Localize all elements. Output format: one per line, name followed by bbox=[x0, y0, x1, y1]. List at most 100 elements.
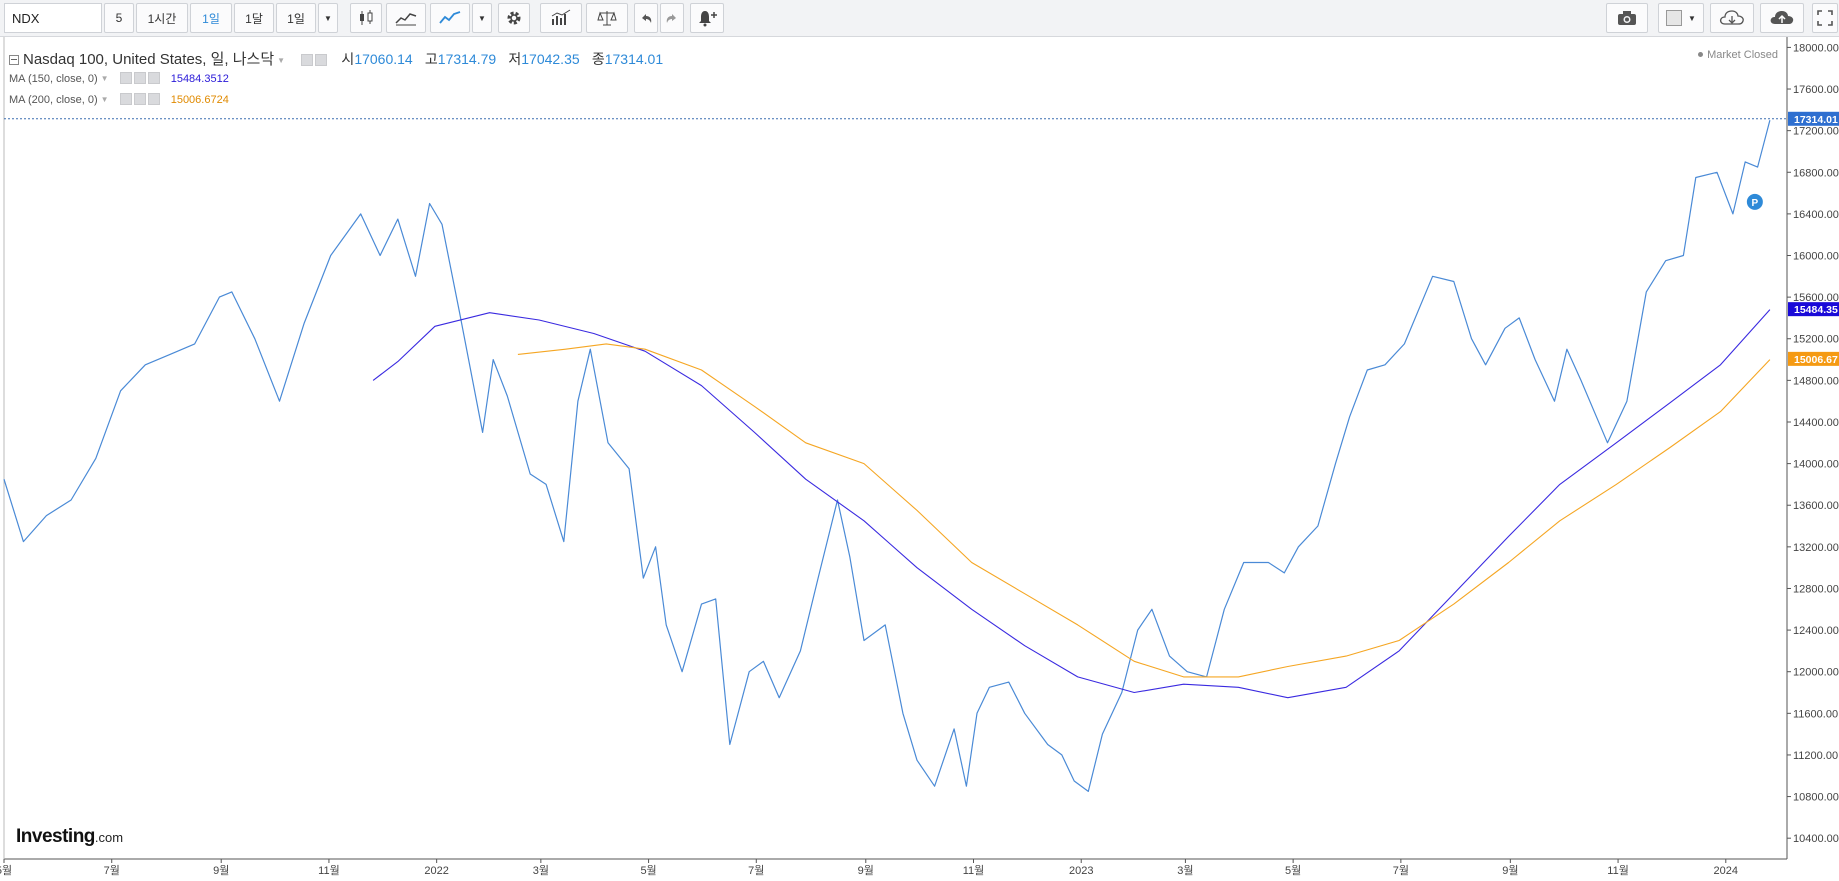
color-picker-button[interactable]: ▼ bbox=[1658, 3, 1704, 33]
candlestick-icon bbox=[360, 10, 373, 25]
close-icon[interactable] bbox=[147, 93, 160, 105]
y-tick-label: 10800.00 bbox=[1793, 792, 1839, 804]
redo-icon bbox=[666, 14, 676, 23]
y-tick-label: 12800.00 bbox=[1793, 583, 1839, 595]
settings-button[interactable] bbox=[498, 3, 530, 33]
y-tick-label: 12000.00 bbox=[1793, 667, 1839, 679]
redo-button[interactable] bbox=[660, 3, 684, 33]
y-tick-label: 11200.00 bbox=[1793, 750, 1838, 762]
legend-ma150: MA (150, close, 0) ▼ 15484.3512 bbox=[9, 72, 229, 85]
x-tick-label: 5월 bbox=[640, 864, 656, 877]
ma200-series-line bbox=[517, 343, 1771, 678]
fullscreen-button[interactable] bbox=[1812, 3, 1838, 33]
interval-1day-button[interactable]: 1일 bbox=[190, 3, 232, 33]
instrument-name: Nasdaq 100, United States, 일, 나스닥 bbox=[23, 51, 275, 68]
x-tick-label: 11월 bbox=[963, 864, 985, 877]
x-tick-label: 11월 bbox=[318, 864, 340, 877]
chevron-down-icon[interactable]: ▼ bbox=[100, 74, 109, 83]
line-chart-button[interactable] bbox=[430, 3, 470, 33]
chart-type-dropdown-button[interactable]: ▼ bbox=[472, 3, 492, 33]
cloud-download-icon bbox=[1719, 10, 1744, 25]
x-tick-label: 2023 bbox=[1069, 865, 1093, 877]
x-tick-label: 2024 bbox=[1714, 865, 1738, 877]
area-chart-button[interactable] bbox=[386, 3, 426, 33]
open-value: 17060.14 bbox=[354, 51, 413, 67]
y-tick-label: 11600.00 bbox=[1793, 708, 1838, 720]
x-tick-label: 3월 bbox=[1177, 864, 1193, 877]
chevron-down-icon[interactable]: ▼ bbox=[100, 95, 109, 104]
x-tick-label: 11월 bbox=[1607, 864, 1629, 877]
market-status-text: Market Closed bbox=[1707, 49, 1778, 61]
settings-icon[interactable] bbox=[133, 72, 146, 84]
ma150-tag-label: 15484.35 bbox=[1794, 304, 1838, 316]
undo-icon bbox=[642, 14, 652, 23]
alert-button[interactable] bbox=[690, 3, 724, 33]
low-value: 17042.35 bbox=[521, 51, 580, 67]
x-tick-label: 5월 bbox=[1285, 864, 1301, 877]
y-tick-label: 13600.00 bbox=[1793, 500, 1839, 512]
symbol-search-input[interactable] bbox=[4, 3, 102, 33]
screenshot-button[interactable] bbox=[1606, 3, 1648, 33]
settings-icon[interactable] bbox=[133, 93, 146, 105]
visibility-icon[interactable] bbox=[119, 93, 132, 105]
gear-icon bbox=[507, 11, 521, 25]
x-tick-label: 9월 bbox=[858, 864, 874, 877]
visibility-icon[interactable] bbox=[119, 72, 132, 84]
close-icon[interactable] bbox=[147, 72, 160, 84]
price-chart[interactable]: 10400.00 10800.00 11200.00 11600.00 12000.00… bbox=[0, 37, 1839, 881]
chevron-down-icon[interactable]: ▼ bbox=[277, 56, 286, 65]
fullscreen-icon bbox=[1817, 10, 1833, 26]
interval-custom-button[interactable]: 1일 bbox=[276, 3, 316, 33]
price-tag-box bbox=[1788, 111, 1839, 126]
load-chart-button[interactable] bbox=[1710, 3, 1754, 33]
y-tick-label: 15600.00 bbox=[1793, 292, 1839, 304]
y-tick-label: 14000.00 bbox=[1793, 459, 1839, 471]
settings-icon[interactable] bbox=[315, 54, 328, 66]
collapse-legend-icon[interactable] bbox=[9, 55, 19, 65]
price-series-line bbox=[3, 120, 1771, 793]
x-tick-label: 7월 bbox=[104, 864, 120, 877]
ma150-value: 15484.3512 bbox=[170, 73, 229, 85]
save-chart-button[interactable] bbox=[1760, 3, 1804, 33]
interval-1hour-label: 1시간 bbox=[147, 11, 177, 26]
logo-brand: Investing bbox=[16, 826, 95, 847]
interval-1month-label: 1달 bbox=[245, 11, 263, 26]
compare-button[interactable] bbox=[586, 3, 628, 33]
y-tick-label: 16800.00 bbox=[1793, 167, 1839, 179]
interval-5-button[interactable]: 5 bbox=[104, 3, 134, 33]
undo-button[interactable] bbox=[634, 3, 658, 33]
low-label: 저 bbox=[508, 51, 522, 67]
plot-area[interactable] bbox=[4, 37, 1787, 859]
camera-icon bbox=[1618, 11, 1636, 25]
indicator-icon bbox=[551, 9, 571, 25]
ma200-tag-label: 15006.67 bbox=[1794, 354, 1838, 366]
ma150-tag-box bbox=[1788, 302, 1839, 317]
legend-main: Nasdaq 100, United States, 일, 나스닥 ▼ 시1706… bbox=[9, 48, 663, 69]
price-marker-icon[interactable] bbox=[1746, 193, 1763, 210]
ma200-label: MA (200, close, 0) bbox=[9, 94, 98, 106]
x-tick-label: 2022 bbox=[424, 865, 448, 877]
x-tick-label: 7월 bbox=[1393, 864, 1409, 877]
interval-custom-label: 1일 bbox=[287, 11, 305, 26]
ma200-tag-box bbox=[1788, 351, 1839, 366]
close-value: 17314.01 bbox=[604, 51, 664, 67]
y-tick-label: 14400.00 bbox=[1793, 417, 1839, 429]
visibility-icon[interactable] bbox=[301, 54, 314, 66]
x-tick-label: 3월 bbox=[533, 864, 549, 877]
candlestick-button[interactable] bbox=[350, 3, 382, 33]
y-tick-label: 17200.00 bbox=[1793, 126, 1839, 138]
scale-icon bbox=[597, 11, 617, 26]
interval-1day-label: 1일 bbox=[202, 11, 220, 26]
interval-dropdown-button[interactable]: ▼ bbox=[318, 3, 338, 33]
chevron-down-icon: ▼ bbox=[324, 13, 332, 23]
bar-chart-icon bbox=[395, 13, 417, 26]
indicators-button[interactable] bbox=[540, 3, 582, 33]
ma150-series-line bbox=[372, 309, 1771, 699]
alert-bell-icon bbox=[699, 11, 717, 27]
y-tick-label: 10400.00 bbox=[1793, 833, 1839, 845]
high-value: 17314.79 bbox=[437, 51, 497, 67]
interval-1month-button[interactable]: 1달 bbox=[234, 3, 274, 33]
legend-ma200: MA (200, close, 0) ▼ 15006.6724 bbox=[9, 93, 229, 106]
interval-1hour-button[interactable]: 1시간 bbox=[136, 3, 188, 33]
status-dot-icon bbox=[1698, 52, 1704, 57]
